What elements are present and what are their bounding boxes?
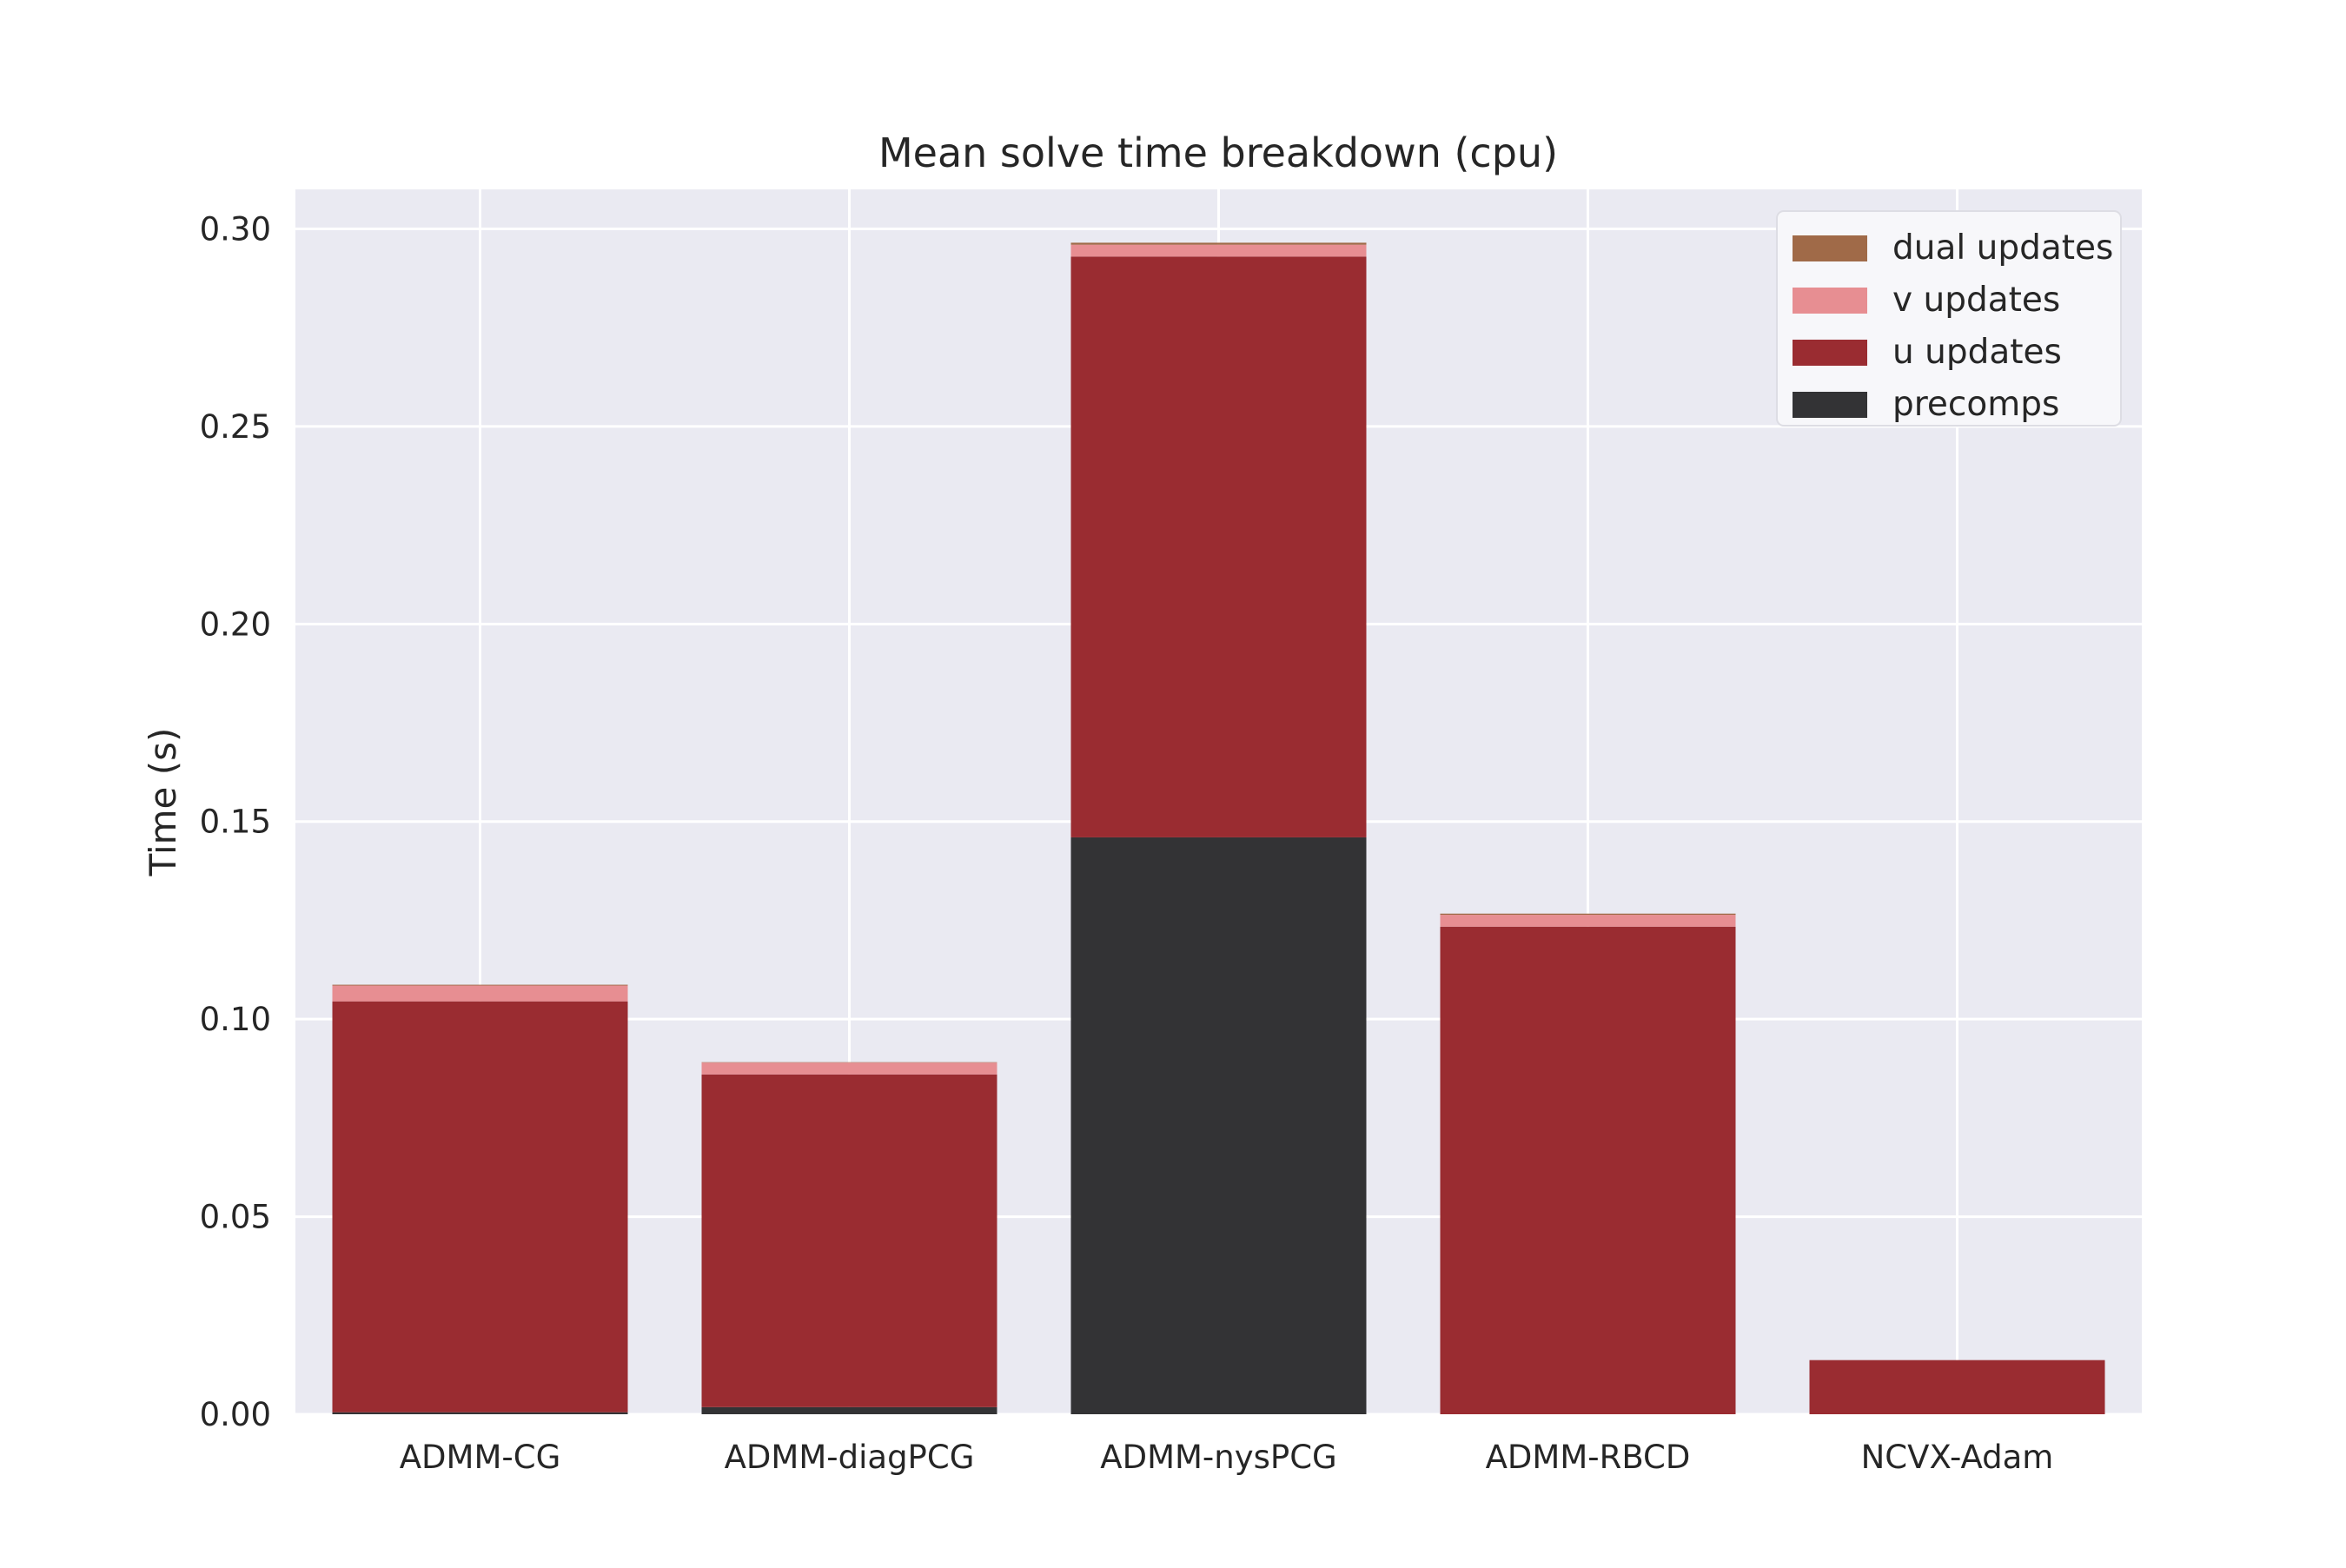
bar-v-updates	[1441, 915, 1736, 927]
y-tick-label: 0.15	[200, 804, 271, 841]
bar-u-updates	[1810, 1360, 2105, 1414]
bar-dual-updates	[1071, 242, 1367, 244]
legend-label: dual updates	[1892, 228, 2113, 268]
x-tick-label: NCVX-Adam	[1861, 1439, 2054, 1476]
bar-u-updates	[1071, 256, 1367, 837]
legend-label: v updates	[1892, 281, 2060, 320]
bar-v-updates	[702, 1062, 997, 1075]
legend-label: u updates	[1892, 333, 2062, 372]
y-tick-label: 0.05	[200, 1199, 271, 1236]
bar-precomps	[1071, 837, 1367, 1414]
x-tick-label: ADMM-diagPCG	[725, 1439, 975, 1476]
y-tick-label: 0.20	[200, 605, 271, 643]
bar-u-updates	[1441, 927, 1736, 1414]
y-axis-ticks: 0.00 0.05 0.10 0.15 0.20 0.25 0.30	[200, 210, 271, 1433]
y-tick-label: 0.00	[200, 1396, 271, 1433]
chart-title: Mean solve time breakdown (cpu)	[878, 129, 1558, 176]
bar-v-updates	[333, 986, 628, 1002]
bar-dual-updates	[1441, 914, 1736, 915]
bar-precomps	[702, 1407, 997, 1414]
y-axis-label: Time (s)	[142, 728, 184, 877]
legend: dual updates v updates u updates precomps	[1777, 211, 2121, 426]
x-tick-label: ADMM-nysPCG	[1100, 1439, 1336, 1476]
legend-swatch	[1793, 340, 1867, 366]
legend-swatch	[1793, 288, 1867, 314]
bar-dual-updates	[333, 985, 628, 986]
x-tick-label: ADMM-RBCD	[1486, 1439, 1691, 1476]
bar-precomps	[333, 1413, 628, 1414]
legend-label: precomps	[1892, 385, 2059, 424]
y-tick-label: 0.25	[200, 408, 271, 446]
x-tick-label: ADMM-CG	[400, 1439, 561, 1476]
legend-swatch	[1793, 392, 1867, 418]
bar-u-updates	[333, 1002, 628, 1413]
bar-u-updates	[702, 1075, 997, 1407]
bar-v-updates	[1071, 245, 1367, 257]
y-tick-label: 0.30	[200, 210, 271, 248]
legend-swatch	[1793, 235, 1867, 261]
x-axis-ticks: ADMM-CG ADMM-diagPCG ADMM-nysPCG ADMM-RBCD N…	[400, 1439, 2054, 1476]
y-tick-label: 0.10	[200, 1001, 271, 1038]
